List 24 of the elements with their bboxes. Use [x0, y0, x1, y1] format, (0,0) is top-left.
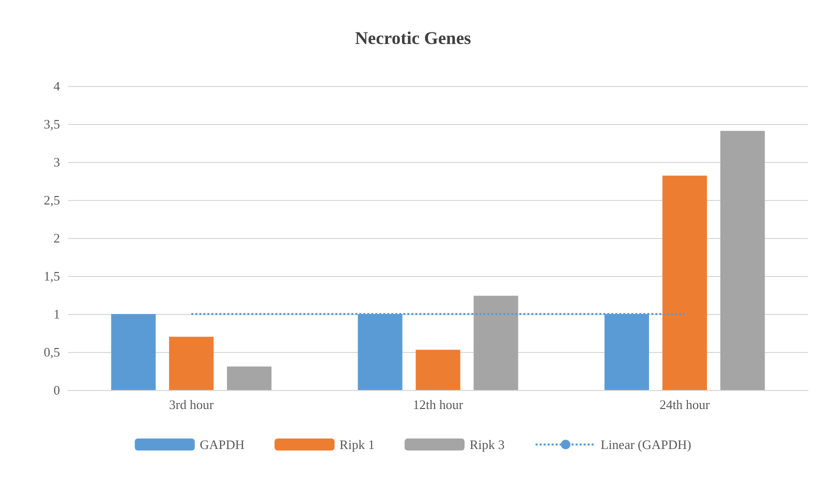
y-tick-label: 2,5 — [44, 192, 60, 208]
chart-title: Necrotic Genes — [354, 28, 472, 48]
y-tick-label: 0 — [54, 382, 60, 398]
legend-label: Ripk 1 — [340, 437, 375, 452]
bar — [662, 176, 707, 390]
y-tick-label: 1,5 — [44, 268, 60, 284]
bar — [416, 350, 460, 390]
x-tick-label: 3rd hour — [169, 397, 214, 412]
bar — [111, 314, 156, 390]
y-tick-label: 2 — [54, 230, 60, 246]
bar — [226, 366, 272, 390]
bar — [474, 296, 518, 390]
legend-label: Linear (GAPDH) — [600, 437, 692, 452]
x-tick-label: 12th hour — [412, 397, 464, 412]
bar — [169, 336, 214, 390]
bar — [720, 130, 765, 390]
y-tick-label: 0,5 — [44, 344, 60, 360]
legend-label: GAPDH — [200, 437, 245, 452]
y-tick-label: 1 — [54, 306, 60, 322]
x-tick-label: 24th hour — [660, 397, 710, 412]
y-tick-label: 3 — [54, 154, 60, 170]
legend-label: Ripk 3 — [470, 437, 505, 452]
y-tick-label: 4 — [54, 78, 60, 94]
y-tick-label: 3,5 — [44, 116, 60, 132]
